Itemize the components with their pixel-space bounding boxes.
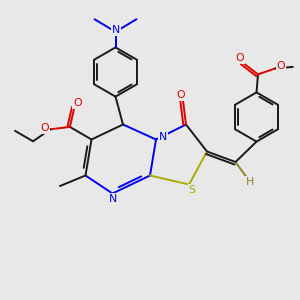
Text: S: S: [188, 185, 196, 195]
Text: N: N: [112, 25, 120, 35]
Text: O: O: [235, 53, 244, 63]
Text: O: O: [277, 61, 285, 71]
Text: O: O: [176, 90, 185, 100]
Text: H: H: [246, 177, 254, 187]
Text: O: O: [73, 98, 82, 108]
Text: N: N: [158, 131, 167, 142]
Text: N: N: [109, 194, 117, 204]
Text: O: O: [41, 123, 49, 133]
